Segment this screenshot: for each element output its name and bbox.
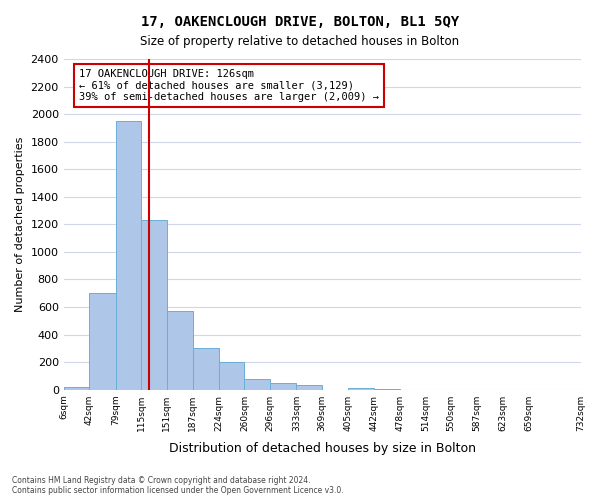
X-axis label: Distribution of detached houses by size in Bolton: Distribution of detached houses by size … — [169, 442, 476, 455]
Bar — [270, 384, 296, 390]
Bar — [219, 362, 244, 390]
Bar — [89, 293, 116, 390]
Text: Contains HM Land Registry data © Crown copyright and database right 2024.
Contai: Contains HM Land Registry data © Crown c… — [12, 476, 344, 495]
Bar — [348, 388, 374, 390]
Bar — [116, 121, 141, 390]
Text: 17 OAKENCLOUGH DRIVE: 126sqm
← 61% of detached houses are smaller (3,129)
39% of: 17 OAKENCLOUGH DRIVE: 126sqm ← 61% of de… — [79, 69, 379, 102]
Text: Size of property relative to detached houses in Bolton: Size of property relative to detached ho… — [140, 35, 460, 48]
Bar — [374, 389, 400, 390]
Bar — [193, 348, 219, 390]
Bar — [167, 311, 193, 390]
Bar — [296, 385, 322, 390]
Bar — [64, 387, 89, 390]
Bar — [244, 378, 270, 390]
Y-axis label: Number of detached properties: Number of detached properties — [15, 136, 25, 312]
Bar — [141, 220, 167, 390]
Text: 17, OAKENCLOUGH DRIVE, BOLTON, BL1 5QY: 17, OAKENCLOUGH DRIVE, BOLTON, BL1 5QY — [141, 15, 459, 29]
